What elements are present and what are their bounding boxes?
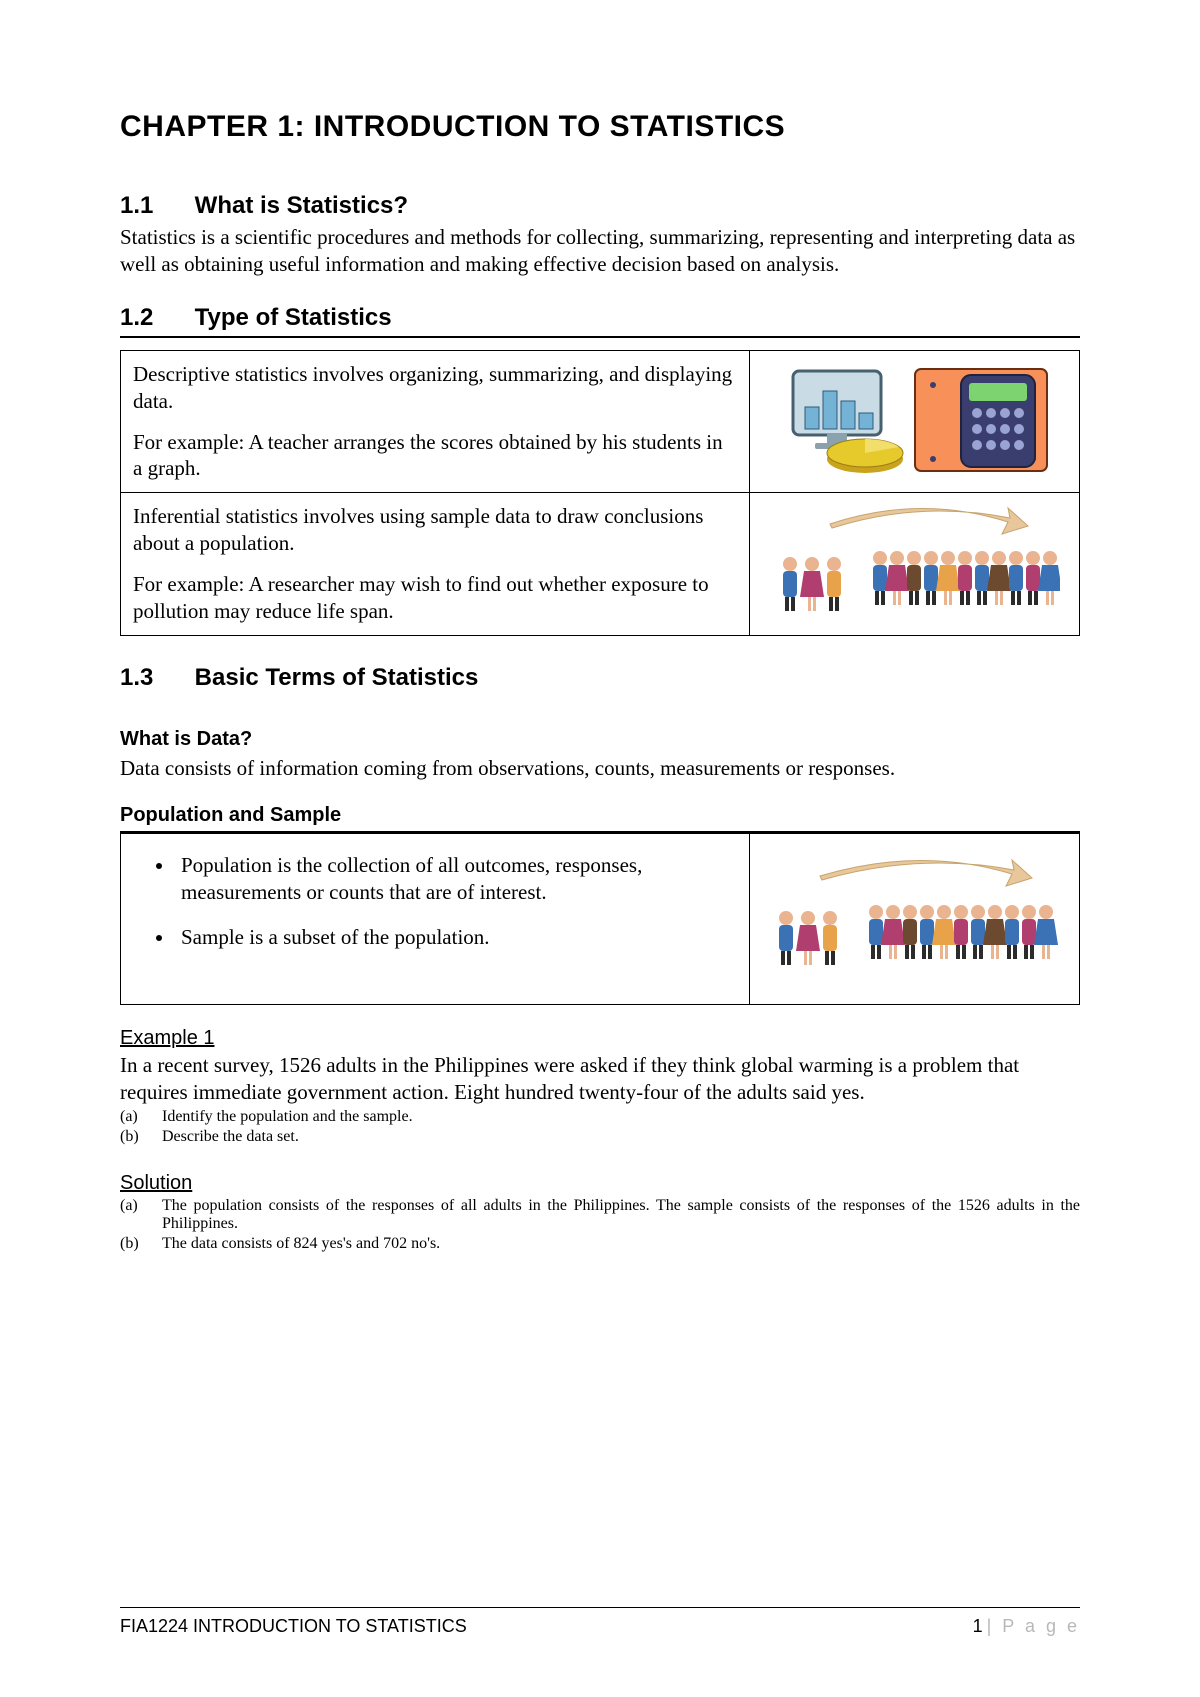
example-1-heading: Example 1 xyxy=(120,1027,1080,1050)
section-1-1-heading: 1.1 What is Statistics? xyxy=(120,192,1080,220)
descriptive-illustration-cell xyxy=(750,350,1080,493)
example-1-body: In a recent survey, 1526 adults in the P… xyxy=(120,1052,1080,1107)
page-footer: FIA1224 INTRODUCTION TO STATISTICS 1| P … xyxy=(120,1607,1080,1637)
section-number: 1.3 xyxy=(120,664,188,692)
example-item-a: (a) Identify the population and the samp… xyxy=(120,1108,1080,1126)
section-1-3-heading: 1.3 Basic Terms of Statistics xyxy=(120,664,1080,692)
item-label: (a) xyxy=(120,1108,162,1126)
section-title: Basic Terms of Statistics xyxy=(195,664,479,691)
inferential-example: For example: A researcher may wish to fi… xyxy=(133,571,737,625)
solution-item-a: (a) The population consists of the respo… xyxy=(120,1197,1080,1233)
page-number-value: 1 xyxy=(973,1616,983,1636)
section-title: What is Statistics? xyxy=(195,192,408,219)
inferential-stats-cell: Inferential statistics involves using sa… xyxy=(121,493,750,636)
chapter-title: CHAPTER 1: INTRODUCTION TO STATISTICS xyxy=(120,110,1080,144)
section-number: 1.2 xyxy=(120,304,188,332)
population-sample-table: Population is the collection of all outc… xyxy=(120,833,1080,1005)
item-text: Identify the population and the sample. xyxy=(162,1108,1080,1126)
section-1-1-body: Statistics is a scientific procedures an… xyxy=(120,224,1080,278)
item-label: (a) xyxy=(120,1197,162,1233)
descriptive-example: For example: A teacher arranges the scor… xyxy=(133,429,737,483)
population-sample-heading: Population and Sample xyxy=(120,804,1080,827)
item-text: The population consists of the responses… xyxy=(162,1197,1080,1233)
item-text: Describe the data set. xyxy=(162,1128,1080,1146)
item-label: (b) xyxy=(120,1235,162,1253)
chart-calc-icon xyxy=(775,367,1055,477)
sample-population-icon xyxy=(770,852,1060,982)
example-item-b: (b) Describe the data set. xyxy=(120,1128,1080,1146)
population-sample-text-cell: Population is the collection of all outc… xyxy=(121,833,750,1004)
sample-population-icon xyxy=(770,504,1060,624)
inferential-def: Inferential statistics involves using sa… xyxy=(133,503,737,557)
table-row: Population is the collection of all outc… xyxy=(121,833,1080,1004)
footer-page-number: 1| P a g e xyxy=(973,1616,1080,1637)
population-sample-illustration-cell xyxy=(750,833,1080,1004)
solution-item-b: (b) The data consists of 824 yes's and 7… xyxy=(120,1235,1080,1253)
what-is-data-heading: What is Data? xyxy=(120,728,1080,751)
item-label: (b) xyxy=(120,1128,162,1146)
solution-heading: Solution xyxy=(120,1172,1080,1195)
page-word: | P a g e xyxy=(987,1616,1080,1636)
table-row: Inferential statistics involves using sa… xyxy=(121,493,1080,636)
section-1-2-heading: 1.2 Type of Statistics xyxy=(120,304,1080,332)
section-title: Type of Statistics xyxy=(195,304,392,331)
population-sample-list: Population is the collection of all outc… xyxy=(135,852,735,952)
list-item: Sample is a subset of the population. xyxy=(175,924,735,951)
table-row: Descriptive statistics involves organizi… xyxy=(121,350,1080,493)
section-number: 1.1 xyxy=(120,192,188,220)
item-text: The data consists of 824 yes's and 702 n… xyxy=(162,1235,1080,1253)
section-rule xyxy=(120,336,1080,338)
what-is-data-body: Data consists of information coming from… xyxy=(120,755,1080,782)
descriptive-def: Descriptive statistics involves organizi… xyxy=(133,361,737,415)
inferential-illustration-cell xyxy=(750,493,1080,636)
list-item: Population is the collection of all outc… xyxy=(175,852,735,907)
statistics-types-table: Descriptive statistics involves organizi… xyxy=(120,350,1080,636)
footer-course-code: FIA1224 INTRODUCTION TO STATISTICS xyxy=(120,1616,467,1637)
descriptive-stats-cell: Descriptive statistics involves organizi… xyxy=(121,350,750,493)
